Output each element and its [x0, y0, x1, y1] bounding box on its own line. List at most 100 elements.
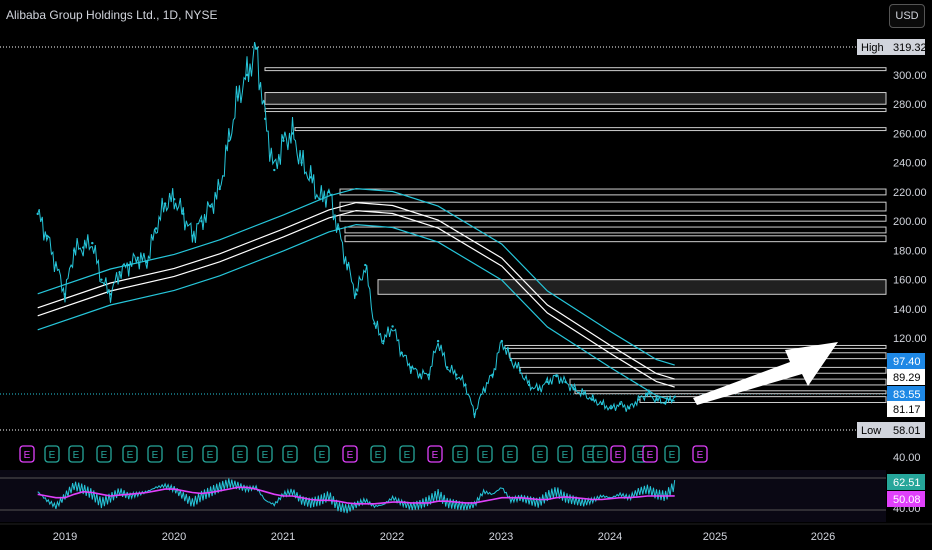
- price-point: [582, 392, 585, 395]
- earnings-marker: [557, 445, 573, 463]
- ma-line-upper: [37, 201, 675, 380]
- earnings-marker-label: E: [587, 450, 594, 461]
- price-point: [200, 220, 203, 223]
- earnings-marker: [427, 445, 443, 463]
- earnings-marker-label: E: [49, 450, 56, 461]
- price-point: [591, 398, 594, 401]
- earnings-marker-label: E: [24, 450, 31, 461]
- price-point: [191, 234, 194, 238]
- price-label-83-box: [887, 386, 925, 402]
- earnings-marker: [399, 445, 415, 463]
- earnings-marker-label: E: [457, 450, 464, 461]
- earnings-marker: [692, 445, 708, 463]
- high-label: High: [861, 42, 884, 54]
- earnings-marker-label: E: [375, 450, 382, 461]
- price-axis-tick: 260.00: [893, 128, 927, 140]
- price-point: [36, 212, 39, 216]
- low-label: Low: [861, 425, 881, 437]
- price-point: [491, 373, 494, 376]
- earnings-marker: [642, 445, 658, 463]
- rsi-value-label: 62.51: [893, 477, 921, 489]
- earnings-marker: [370, 445, 386, 463]
- price-point: [373, 322, 376, 325]
- earnings-marker: [477, 445, 493, 463]
- price-point: [173, 198, 176, 201]
- earnings-marker-label: E: [507, 450, 514, 461]
- earnings-marker: [592, 445, 608, 463]
- earnings-marker-label: E: [637, 450, 644, 461]
- rsi-ma-value-box: [887, 491, 925, 507]
- supply-demand-zone: [569, 378, 887, 386]
- time-axis-tick: 2023: [489, 531, 513, 543]
- time-axis-tick: 2019: [53, 531, 77, 543]
- price-point: [336, 227, 340, 230]
- price-label-97: 97.40: [893, 356, 921, 368]
- price-point: [227, 139, 230, 142]
- price-point: [345, 263, 349, 267]
- earnings-marker: [257, 445, 273, 463]
- ma-lower-band: [37, 223, 675, 402]
- forecast-arrow: [693, 342, 838, 405]
- earnings-marker: [96, 445, 112, 463]
- price-point: [509, 358, 513, 362]
- earnings-marker-label: E: [432, 450, 439, 461]
- price-axis-tick: 200.00: [893, 216, 927, 228]
- rsi-ma-value-label: 50.08: [893, 494, 921, 506]
- price-point: [473, 412, 476, 416]
- price-point: [618, 402, 622, 406]
- supply-demand-zone: [264, 108, 887, 113]
- price-point: [72, 249, 76, 252]
- price-point: [182, 212, 185, 216]
- earnings-marker: [314, 445, 330, 463]
- earnings-marker: [532, 445, 548, 463]
- earnings-marker: [664, 445, 680, 463]
- price-axis-tick: 220.00: [893, 187, 927, 199]
- price-point: [482, 388, 485, 391]
- price-point: [154, 227, 158, 230]
- price-label-83: 83.55: [893, 389, 921, 401]
- price-label-81-box: [887, 401, 925, 417]
- time-axis-tick: 2022: [380, 531, 404, 543]
- supply-demand-zone: [264, 67, 887, 72]
- earnings-marker-label: E: [562, 450, 569, 461]
- price-line: [37, 41, 676, 419]
- price-axis-tick: 300.00: [893, 70, 927, 82]
- price-point: [163, 202, 167, 205]
- price-point: [564, 380, 567, 384]
- earnings-marker: [19, 445, 35, 463]
- price-point: [136, 256, 139, 259]
- earnings-marker-label: E: [182, 450, 189, 461]
- price-point: [82, 246, 85, 249]
- price-point: [518, 369, 522, 372]
- price-point: [537, 388, 540, 391]
- price-point: [91, 241, 94, 245]
- price-point: [418, 373, 422, 376]
- price-point: [355, 293, 358, 296]
- price-point: [264, 117, 267, 121]
- earnings-marker: [232, 445, 248, 463]
- earnings-marker-label: E: [697, 450, 704, 461]
- rsi-line: [37, 478, 676, 514]
- high-label-box: [857, 39, 887, 55]
- supply-demand-zone: [339, 201, 887, 212]
- price-axis-tick: 140.00: [893, 304, 927, 316]
- price-point: [236, 95, 240, 99]
- earnings-marker: [502, 445, 518, 463]
- price-point: [282, 139, 285, 142]
- currency-button[interactable]: USD: [889, 4, 925, 28]
- price-point: [546, 380, 549, 384]
- earnings-marker-label: E: [262, 450, 269, 461]
- time-axis-tick: 2024: [598, 531, 622, 543]
- earnings-marker-label: E: [287, 450, 294, 461]
- earnings-marker-label: E: [347, 450, 354, 461]
- price-point: [218, 187, 221, 191]
- price-point: [273, 168, 276, 172]
- low-price-label-box: [887, 422, 925, 438]
- price-point: [628, 407, 631, 410]
- earnings-marker: [202, 445, 218, 463]
- supply-demand-zone: [344, 226, 887, 234]
- price-point: [63, 293, 67, 296]
- price-point: [600, 402, 604, 406]
- price-label-89-box: [887, 369, 925, 385]
